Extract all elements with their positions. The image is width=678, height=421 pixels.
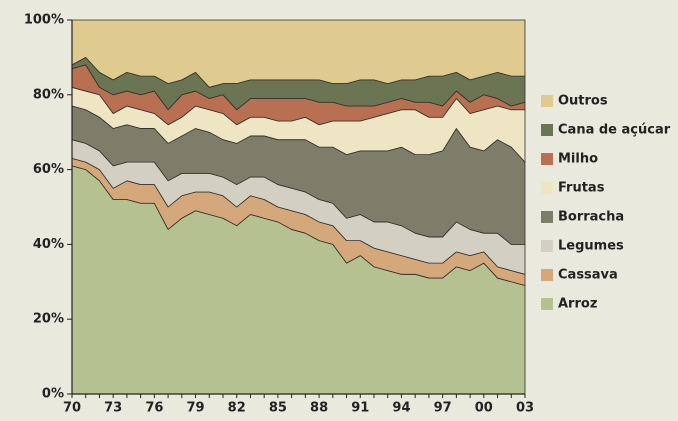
- x-tick-label: 85: [269, 401, 287, 416]
- x-tick-label: 00: [475, 401, 493, 416]
- x-tick-label: 79: [186, 401, 204, 416]
- legend-label: Arroz: [558, 297, 597, 312]
- legend-swatch: [541, 153, 553, 165]
- x-tick-label: 73: [104, 401, 122, 416]
- x-tick-label: 88: [310, 401, 328, 416]
- x-tick-label: 94: [392, 401, 410, 416]
- legend-label: Cana de açúcar: [558, 123, 671, 138]
- y-tick-label: 0%: [42, 387, 64, 402]
- x-tick-label: 70: [63, 401, 81, 416]
- x-tick-label: 82: [228, 401, 246, 416]
- x-tick-label: 03: [516, 401, 534, 416]
- legend-label: Outros: [558, 94, 608, 109]
- y-tick-label: 20%: [33, 312, 64, 327]
- legend-label: Borracha: [558, 210, 624, 225]
- legend-label: Frutas: [558, 181, 605, 196]
- y-tick-label: 40%: [33, 237, 64, 252]
- legend-swatch: [541, 269, 553, 281]
- legend-label: Cassava: [558, 268, 618, 283]
- legend-swatch: [541, 298, 553, 310]
- x-tick-label: 76: [145, 401, 163, 416]
- y-tick-label: 60%: [33, 162, 64, 177]
- legend-label: Legumes: [558, 239, 624, 254]
- legend-swatch: [541, 240, 553, 252]
- y-tick-label: 80%: [33, 87, 64, 102]
- legend-swatch: [541, 95, 553, 107]
- legend-swatch: [541, 182, 553, 194]
- x-tick-label: 91: [351, 401, 369, 416]
- legend-swatch: [541, 211, 553, 223]
- y-tick-label: 100%: [24, 13, 64, 28]
- x-tick-label: 97: [434, 401, 452, 416]
- legend-label: Milho: [558, 152, 598, 167]
- legend-swatch: [541, 124, 553, 136]
- area: [71, 19, 526, 88]
